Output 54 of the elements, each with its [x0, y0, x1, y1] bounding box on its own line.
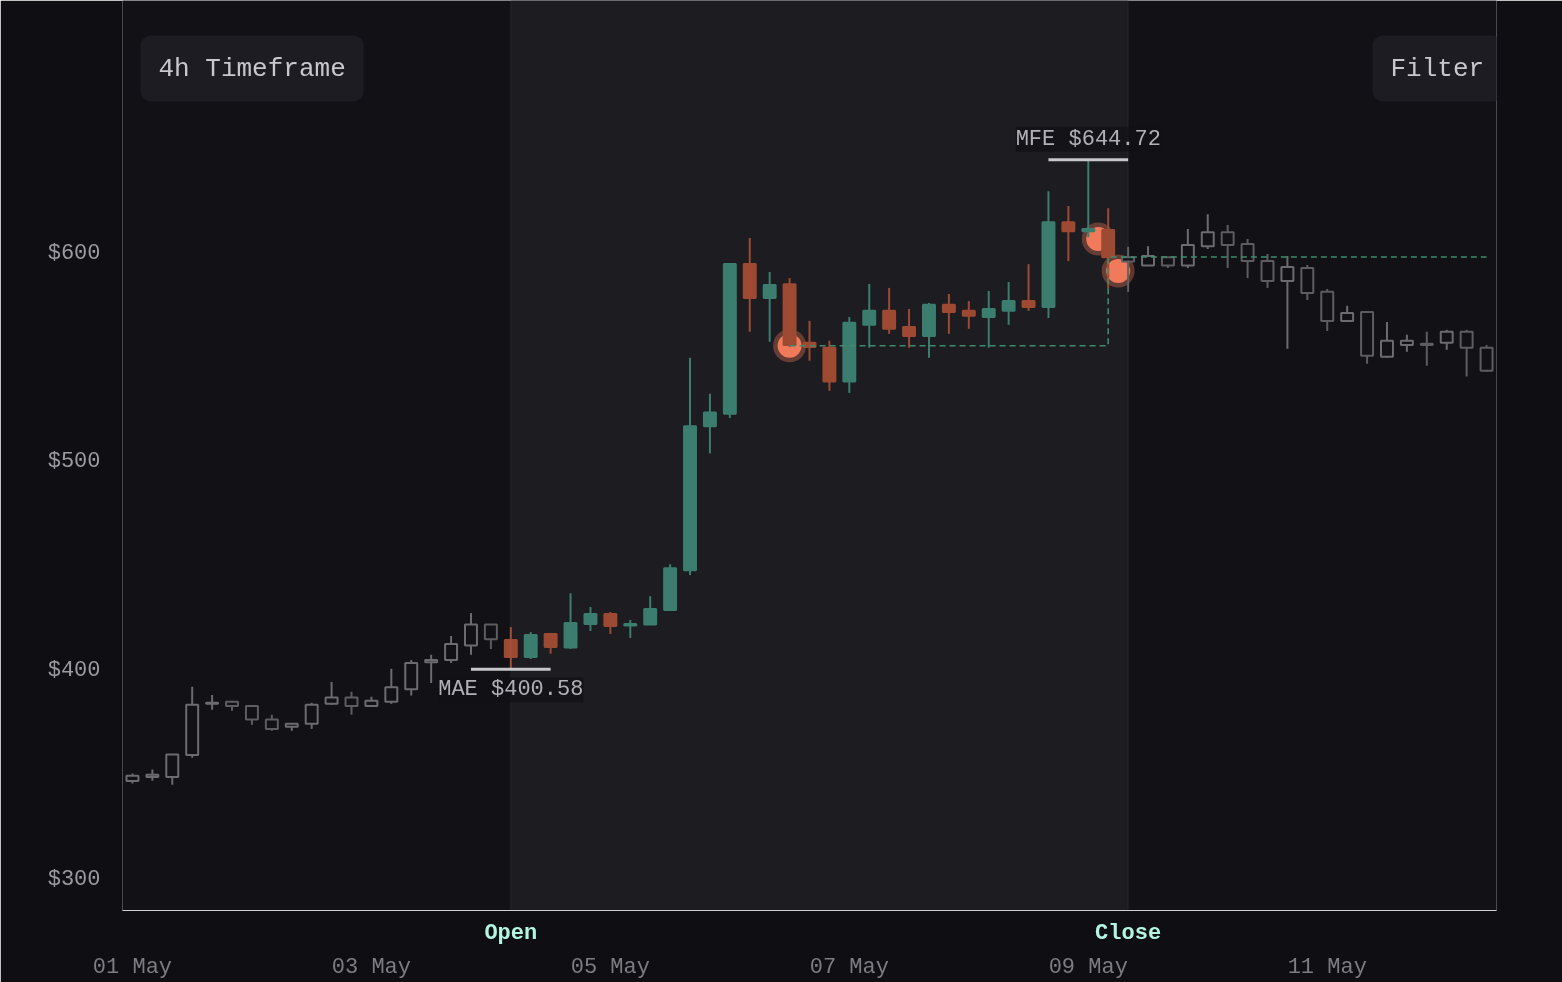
candlestick: [1419, 330, 1434, 367]
candlestick: [1459, 328, 1474, 378]
x-tick-label: 11 May: [1287, 954, 1367, 980]
candlestick: [882, 286, 897, 335]
x-tick-label: 01 May: [92, 954, 173, 980]
candlestick: [762, 271, 777, 343]
candlestick: [1240, 238, 1255, 280]
candlestick: [1280, 254, 1295, 350]
candlestick: [643, 595, 658, 626]
candlestick: [1220, 224, 1235, 270]
candlestick: [981, 290, 996, 349]
candlestick: [862, 282, 877, 349]
x-tick-label: 03 May: [331, 954, 412, 980]
candlestick: [444, 635, 459, 664]
candlestick: [1479, 343, 1494, 373]
x-tick-label: 05 May: [570, 954, 650, 980]
candlestick: [503, 626, 518, 671]
candlestick: [1141, 245, 1155, 267]
ref-line-label: Close: [1095, 920, 1162, 946]
candlestick: [1200, 213, 1215, 251]
candlestick: [902, 307, 917, 349]
y-tick-label: $400: [47, 657, 101, 683]
candlestick: [1380, 320, 1394, 359]
candlestick: [424, 653, 439, 684]
annotation: Filter: [1390, 53, 1485, 84]
candlestick: [324, 680, 339, 706]
candlestick: [583, 606, 598, 633]
candlestick: [304, 701, 319, 730]
candlestick: [1081, 158, 1096, 239]
candlestick: [1260, 253, 1275, 289]
y-tick-label: $600: [47, 240, 101, 266]
candlestick: [1439, 328, 1454, 351]
candlestick: [961, 300, 976, 330]
candlestick: [603, 611, 618, 635]
x-tick-label: 09 May: [1048, 954, 1128, 980]
y-tick-label: $500: [47, 449, 101, 475]
candlestick: [344, 690, 359, 716]
candlestick: [702, 392, 717, 455]
candlestick: [1021, 263, 1036, 312]
y-tick-label: $300: [47, 866, 101, 892]
annotation: MFE $644.72: [1015, 126, 1161, 152]
candlestick: [165, 752, 180, 786]
ref-line-label: Open: [484, 920, 538, 946]
candlestick: [483, 622, 498, 650]
annotation: 4h Timeframe: [158, 53, 346, 84]
candlestick: [1061, 205, 1076, 262]
candlestick: [941, 292, 956, 335]
annotation: MAE $400.58: [438, 677, 584, 703]
candlestick: [523, 631, 538, 660]
candlestick: [1001, 281, 1016, 326]
x-tick-label: 07 May: [809, 954, 889, 980]
candlestick: [1180, 228, 1195, 270]
candlestick: [384, 667, 399, 705]
candlestick: [464, 612, 478, 656]
